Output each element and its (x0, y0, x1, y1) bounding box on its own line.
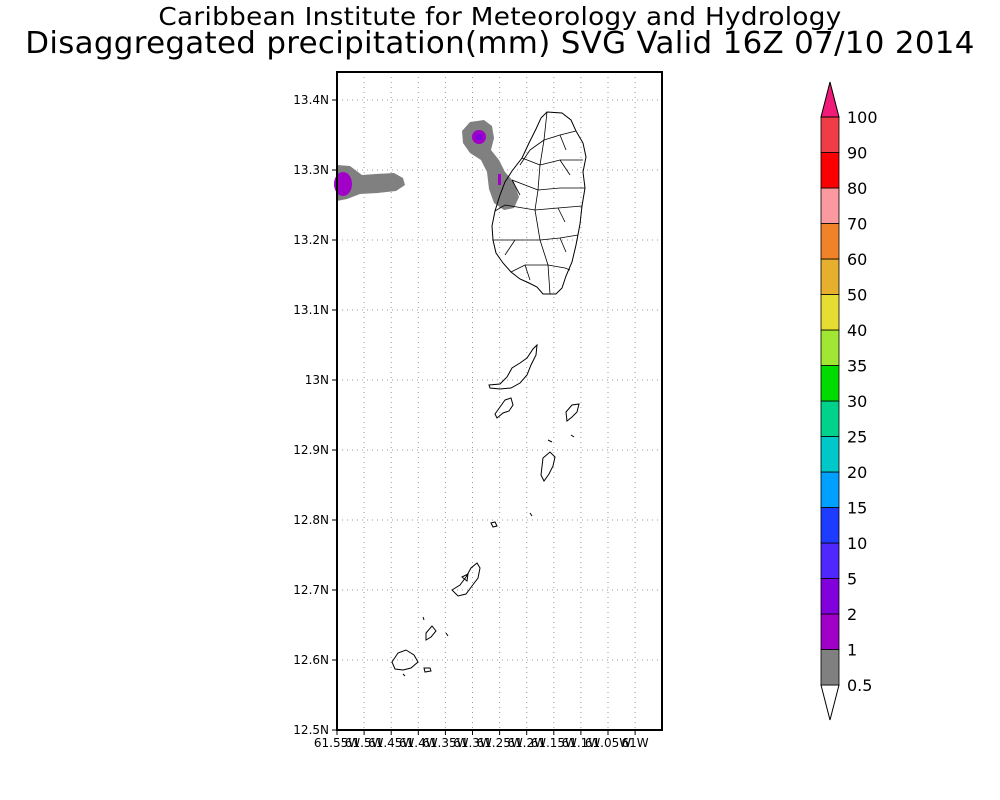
lat-tick-label: 12.5N (293, 723, 329, 737)
lat-tick-label: 13.1N (293, 303, 329, 317)
lat-tick-label: 13.3N (293, 163, 329, 177)
legend-color-box (820, 223, 840, 260)
lat-tick-label: 12.9N (293, 443, 329, 457)
legend-value-label: 30 (847, 392, 867, 411)
precip-shading (334, 120, 519, 210)
lon-tick-label: 61.25W (476, 736, 522, 750)
legend-value-label: 100 (847, 108, 878, 127)
island-bequia (488, 343, 538, 390)
legend-value-label: 70 (847, 215, 867, 234)
legend-color-box (820, 578, 840, 615)
legend-color-box (820, 507, 840, 544)
legend-color-box (820, 365, 840, 402)
lat-tick-label: 12.6N (293, 653, 329, 667)
island-carriacou (391, 649, 419, 671)
island-union (451, 562, 481, 597)
lat-tick-label: 12.8N (293, 513, 329, 527)
legend-value-label: 10 (847, 534, 867, 553)
legend-value-label: 20 (847, 463, 867, 482)
precip-core-small (498, 174, 501, 185)
lon-tick-label: 61.5W (345, 736, 384, 750)
legend-value-label: 40 (847, 321, 867, 340)
lon-tick-label: 61.4W (399, 736, 438, 750)
legend-color-box (820, 294, 840, 331)
legend-color-box (820, 152, 840, 189)
legend-value-label: 1 (847, 641, 857, 660)
legend-color-box (820, 258, 840, 295)
lat-tick-label: 13.2N (293, 233, 329, 247)
legend-arrow-high (820, 81, 840, 118)
latitude-axis: 13.4N 13.3N 13.2N 13.1N 13N 12.9N 12.8N 12.7N 12… (293, 93, 337, 737)
legend-color-box (820, 436, 840, 473)
legend-color-box (820, 471, 840, 508)
legend-color-box (820, 329, 840, 366)
st-vincent-rivers (493, 111, 585, 295)
island-canouan (540, 451, 556, 482)
lon-tick-label: 61W (622, 736, 649, 750)
legend-color-box (820, 542, 840, 579)
legend-value-label: 5 (847, 570, 857, 589)
island-st-vincent (491, 111, 587, 295)
legend-arrow-low (820, 684, 840, 721)
lon-tick-label: 61.35W (422, 736, 468, 750)
coastlines (391, 111, 587, 677)
title-institute: Caribbean Institute for Meteorology and … (158, 2, 842, 31)
lon-tick-label: 61.2W (507, 736, 546, 750)
legend-value-label: 2 (847, 605, 857, 624)
lon-tick-label: 61.45W (368, 736, 414, 750)
legend-value-label: 90 (847, 144, 867, 163)
lon-tick-label: 61.1W (562, 736, 601, 750)
legend-value-label: 35 (847, 357, 867, 376)
lon-tick-label: 61.05W (585, 736, 631, 750)
precip-core-west (334, 172, 352, 196)
precip-area-west (337, 165, 405, 201)
lon-tick-label: 61.15W (531, 736, 577, 750)
legend-value-label: 15 (847, 499, 867, 518)
lon-tick-label: 61.3W (453, 736, 492, 750)
legend-value-label: 25 (847, 428, 867, 447)
legend-value-label: 80 (847, 179, 867, 198)
legend-value-label: 50 (847, 286, 867, 305)
legend-color-box (820, 187, 840, 224)
map-panel (334, 71, 663, 731)
lat-tick-label: 12.7N (293, 583, 329, 597)
legend-color-box (820, 613, 840, 650)
longitude-axis: 61.55W61.5W61.45W61.4W61.35W61.3W61.25W6… (314, 730, 649, 750)
lat-tick-label: 13.4N (293, 93, 329, 107)
lat-tick-label: 13N (305, 373, 329, 387)
lon-tick-label: 61.55W (314, 736, 360, 750)
legend-value-label: 0.5 (847, 676, 872, 695)
legend-color-box (820, 649, 840, 686)
title-product: Disaggregated precipitation(mm) SVG Vali… (25, 26, 975, 61)
legend-color-box (820, 400, 840, 437)
legend-value-label: 60 (847, 250, 867, 269)
grid-lines (337, 72, 662, 730)
legend-color-box (820, 116, 840, 153)
